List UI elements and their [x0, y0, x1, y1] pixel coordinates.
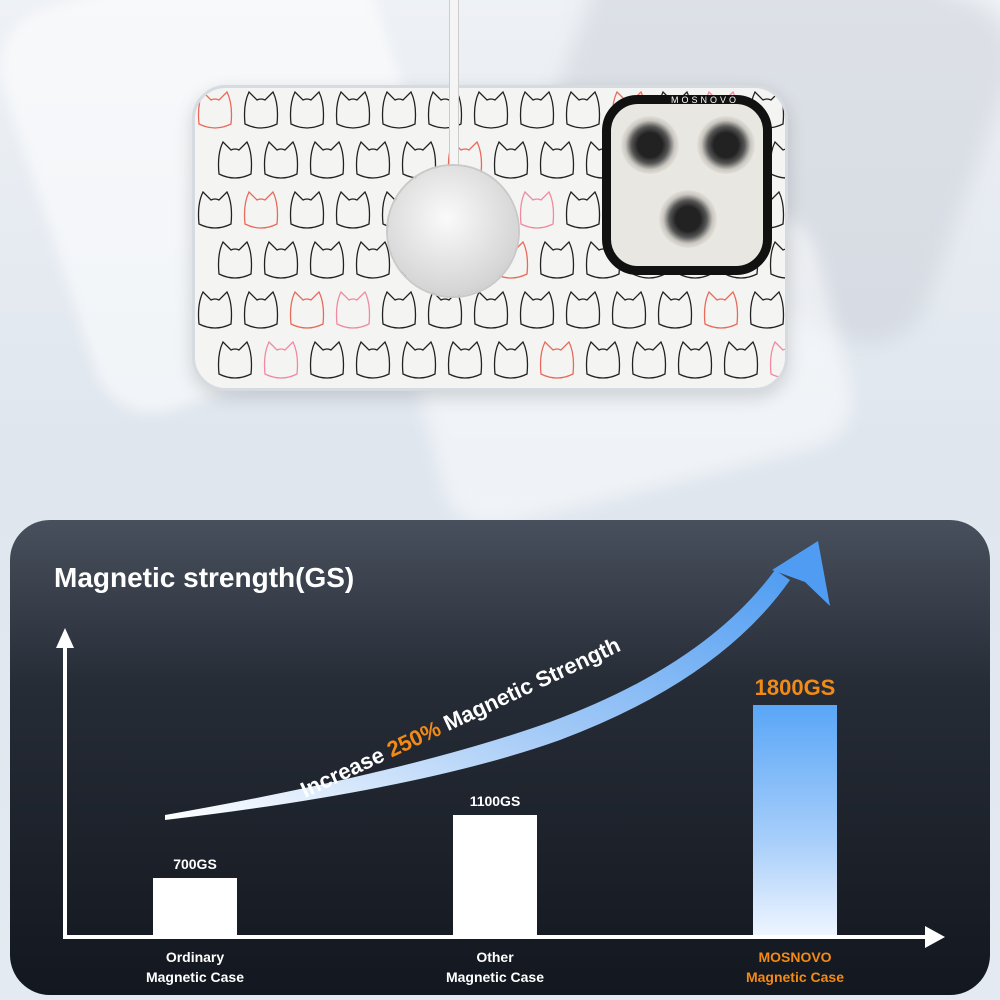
brand-logo: MOSNOVO	[671, 95, 740, 105]
x-axis-arrow-icon	[925, 926, 945, 948]
bar	[153, 878, 237, 935]
cat-face-icon	[769, 240, 785, 279]
cat-face-icon	[447, 340, 483, 379]
category-label-line: Magnetic Case	[445, 969, 545, 985]
cat-face-icon	[631, 340, 667, 379]
growth-arrow-head-icon	[772, 541, 830, 606]
cat-face-icon	[355, 340, 391, 379]
camera-lens	[659, 190, 717, 248]
camera-lens	[697, 116, 755, 174]
cat-face-icon	[769, 340, 785, 379]
bar	[753, 705, 837, 935]
cat-face-icon	[565, 90, 601, 129]
chart-title: Magnetic strength(GS)	[54, 562, 355, 593]
cat-face-icon	[289, 190, 325, 229]
cat-face-icon	[427, 290, 463, 329]
cat-face-icon	[335, 190, 371, 229]
cat-face-icon	[519, 90, 555, 129]
cat-face-icon	[769, 140, 785, 179]
cat-face-icon	[263, 240, 299, 279]
cat-face-icon	[309, 340, 345, 379]
bar	[453, 815, 537, 935]
category-label-line: MOSNOVO	[758, 949, 832, 965]
cat-face-icon	[677, 340, 713, 379]
cat-face-icon	[243, 290, 279, 329]
magsafe-charger	[388, 166, 518, 296]
cat-face-icon	[611, 290, 647, 329]
cat-face-icon	[197, 190, 233, 229]
y-axis	[63, 645, 67, 937]
cat-face-icon	[309, 140, 345, 179]
cat-face-icon	[289, 290, 325, 329]
cat-face-icon	[309, 240, 345, 279]
cat-face-icon	[749, 290, 785, 329]
cat-face-icon	[657, 290, 693, 329]
cat-face-icon	[565, 190, 601, 229]
cat-face-icon	[519, 190, 555, 229]
cat-face-icon	[473, 90, 509, 129]
cat-face-icon	[355, 240, 391, 279]
y-axis-arrow-icon	[56, 628, 74, 648]
cat-face-icon	[263, 340, 299, 379]
cat-face-icon	[539, 340, 575, 379]
cat-face-icon	[493, 140, 529, 179]
x-axis	[63, 935, 928, 939]
camera-module: MOSNOVO	[602, 95, 772, 275]
cat-face-icon	[723, 340, 759, 379]
category-label: Other Magnetic Case	[395, 947, 595, 987]
cat-face-icon	[519, 290, 555, 329]
cat-face-icon	[381, 90, 417, 129]
cat-face-icon	[243, 190, 279, 229]
cat-face-icon	[565, 290, 601, 329]
cat-face-icon	[335, 90, 371, 129]
data-label: 700GS	[173, 856, 217, 873]
data-label: 1100GS	[469, 793, 521, 810]
category-label-line: Magnetic Case	[145, 969, 245, 985]
cat-face-icon	[381, 290, 417, 329]
charging-cable	[449, 0, 459, 170]
cat-face-icon	[217, 140, 253, 179]
category-label: MOSNOVO Magnetic Case	[695, 947, 895, 987]
cat-face-icon	[493, 340, 529, 379]
cat-face-icon	[263, 140, 299, 179]
cat-face-icon	[473, 290, 509, 329]
cat-face-icon	[401, 340, 437, 379]
category-label-line: Other	[476, 949, 514, 965]
cat-face-icon	[703, 290, 739, 329]
cat-face-icon	[355, 140, 391, 179]
cat-face-icon	[197, 290, 233, 329]
cat-face-icon	[539, 240, 575, 279]
category-label-line: Magnetic Case	[745, 969, 845, 985]
category-label-line: Ordinary	[165, 949, 225, 965]
data-label: 1800GS	[754, 675, 836, 701]
cat-face-icon	[539, 140, 575, 179]
category-label: Ordinary Magnetic Case	[95, 947, 295, 987]
cat-face-icon	[289, 90, 325, 129]
cat-face-icon	[585, 340, 621, 379]
cat-face-icon	[243, 90, 279, 129]
cat-face-icon	[335, 290, 371, 329]
cat-face-icon	[217, 240, 253, 279]
camera-lens	[621, 116, 679, 174]
cat-face-icon	[217, 340, 253, 379]
